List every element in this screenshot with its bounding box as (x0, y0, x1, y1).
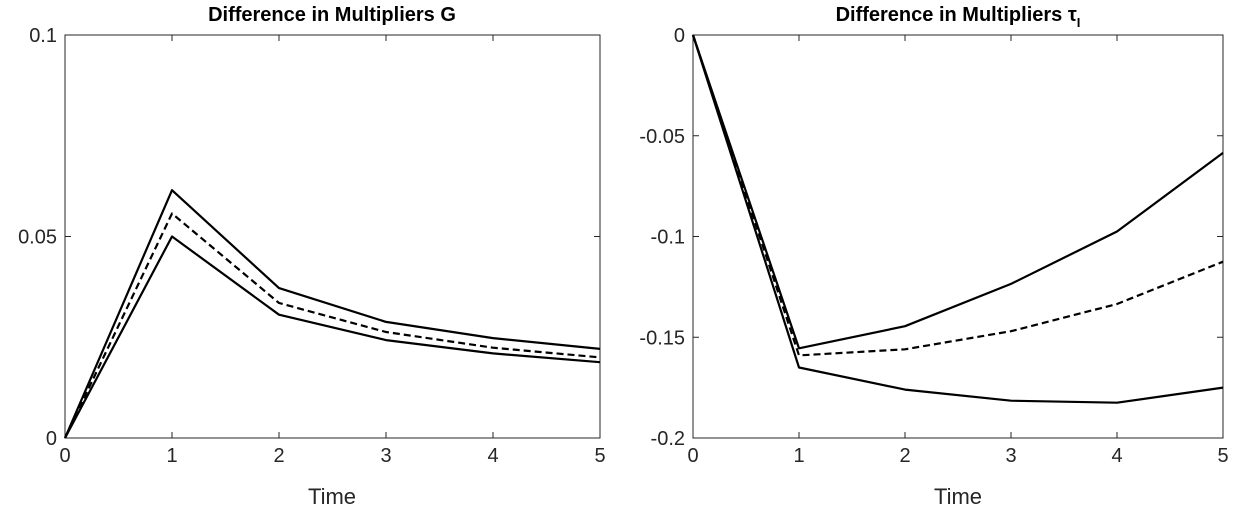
x-tick-label: 0 (59, 445, 70, 467)
y-tick-labels: 0 0.05 0.1 (18, 25, 57, 450)
chart-title-main: Difference in Multipliers τ (836, 4, 1077, 26)
plot-frame (692, 34, 1224, 439)
x-axis-label: Time (934, 484, 982, 509)
y-tick-label: 0 (46, 428, 57, 450)
tick-marks (64, 34, 601, 439)
x-tick-label: 4 (1111, 445, 1122, 467)
x-tick-label: 2 (899, 445, 910, 467)
y-tick-label: -0.1 (651, 227, 685, 249)
x-tick-label: 3 (1005, 445, 1016, 467)
y-tick-label: 0 (674, 25, 685, 47)
x-tick-label: 1 (166, 445, 177, 467)
series-lines (691, 34, 1224, 404)
series-line-3 (64, 235, 601, 439)
x-tick-label: 1 (793, 445, 804, 467)
tick-marks (692, 34, 1224, 439)
x-tick-label: 3 (380, 445, 391, 467)
y-tick-label: -0.2 (651, 428, 685, 450)
y-tick-label: -0.15 (639, 327, 685, 349)
x-tick-label: 5 (1217, 445, 1228, 467)
x-tick-label: 2 (273, 445, 284, 467)
y-tick-label: -0.05 (639, 126, 685, 148)
chart-title: Difference in Multipliers G (208, 4, 456, 26)
series-line-2 (64, 212, 601, 439)
x-tick-label: 0 (687, 445, 698, 467)
x-tick-labels: 0 1 2 3 4 5 (59, 445, 605, 467)
y-tick-label: 0.1 (29, 25, 57, 47)
chart-left-multipliers-g: Difference in Multipliers G 0 1 2 3 4 5 0 0.05… (18, 4, 606, 509)
series-line-2 (691, 34, 1224, 357)
y-tick-labels: 0 -0.05 -0.1 -0.15 -0.2 (639, 25, 685, 450)
plot-frame (64, 34, 601, 439)
chart-title-subscript: I (1077, 15, 1081, 30)
x-axis-label: Time (308, 484, 356, 509)
series-line-1 (691, 34, 1224, 350)
x-tick-labels: 0 1 2 3 4 5 (687, 445, 1228, 467)
series-line-3 (691, 34, 1224, 404)
series-lines (63, 189, 601, 439)
x-tick-label: 5 (594, 445, 605, 467)
chart-title: Difference in Multipliers τI (836, 4, 1081, 30)
series-line-1 (63, 189, 601, 439)
x-tick-label: 4 (487, 445, 498, 467)
y-tick-label: 0.05 (18, 227, 57, 249)
